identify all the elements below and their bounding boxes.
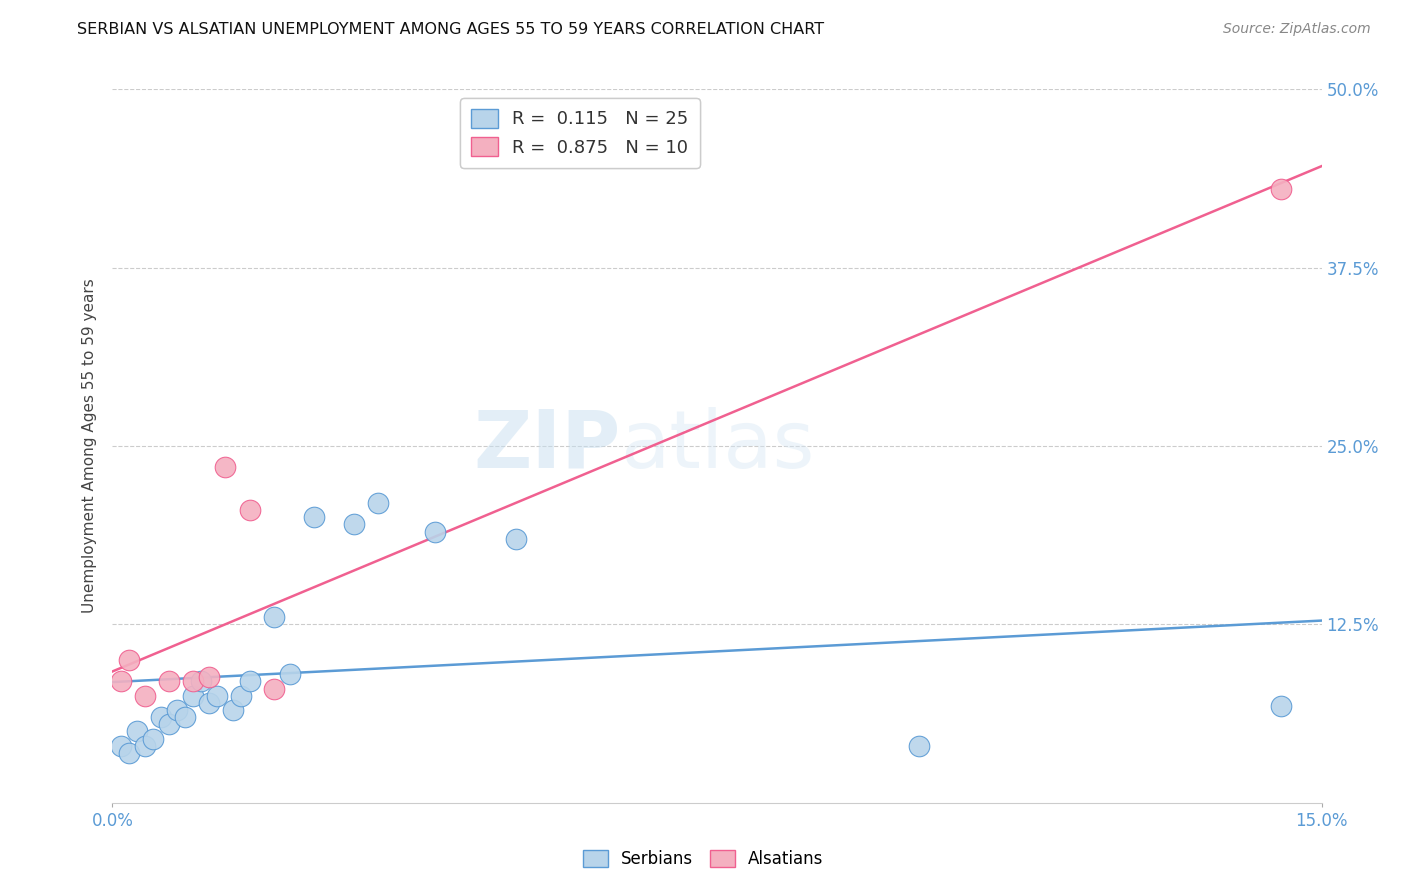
Point: [190, 674, 212, 689]
Point: [181, 674, 204, 689]
Point: [110, 739, 132, 753]
Text: atlas: atlas: [620, 407, 814, 485]
Point: [125, 724, 148, 739]
Point: [157, 717, 180, 731]
Point: [134, 689, 156, 703]
Point: [907, 739, 929, 753]
Point: [134, 739, 156, 753]
Point: [149, 710, 172, 724]
Point: [117, 746, 139, 760]
Point: [181, 689, 204, 703]
Text: SERBIAN VS ALSATIAN UNEMPLOYMENT AMONG AGES 55 TO 59 YEARS CORRELATION CHART: SERBIAN VS ALSATIAN UNEMPLOYMENT AMONG A…: [77, 22, 824, 37]
Point: [142, 731, 165, 746]
Point: [117, 653, 139, 667]
Point: [505, 532, 527, 546]
Point: [214, 460, 236, 475]
Point: [198, 670, 221, 684]
Point: [174, 710, 197, 724]
Text: Source: ZipAtlas.com: Source: ZipAtlas.com: [1223, 22, 1371, 37]
Point: [231, 689, 253, 703]
Point: [367, 496, 389, 510]
Point: [238, 503, 260, 517]
Point: [302, 510, 325, 524]
Point: [238, 674, 260, 689]
Legend: R =  0.115   N = 25, R =  0.875   N = 10: R = 0.115 N = 25, R = 0.875 N = 10: [460, 98, 700, 168]
Point: [343, 517, 366, 532]
Point: [263, 610, 285, 624]
Point: [110, 674, 132, 689]
Point: [1270, 698, 1292, 713]
Point: [263, 681, 285, 696]
Legend: Serbians, Alsatians: Serbians, Alsatians: [576, 843, 830, 875]
Point: [198, 696, 221, 710]
Point: [166, 703, 188, 717]
Point: [423, 524, 446, 539]
Point: [157, 674, 180, 689]
Point: [1270, 182, 1292, 196]
Point: [222, 703, 245, 717]
Point: [207, 689, 229, 703]
Point: [278, 667, 301, 681]
Text: ZIP: ZIP: [472, 407, 620, 485]
Y-axis label: Unemployment Among Ages 55 to 59 years: Unemployment Among Ages 55 to 59 years: [82, 278, 97, 614]
